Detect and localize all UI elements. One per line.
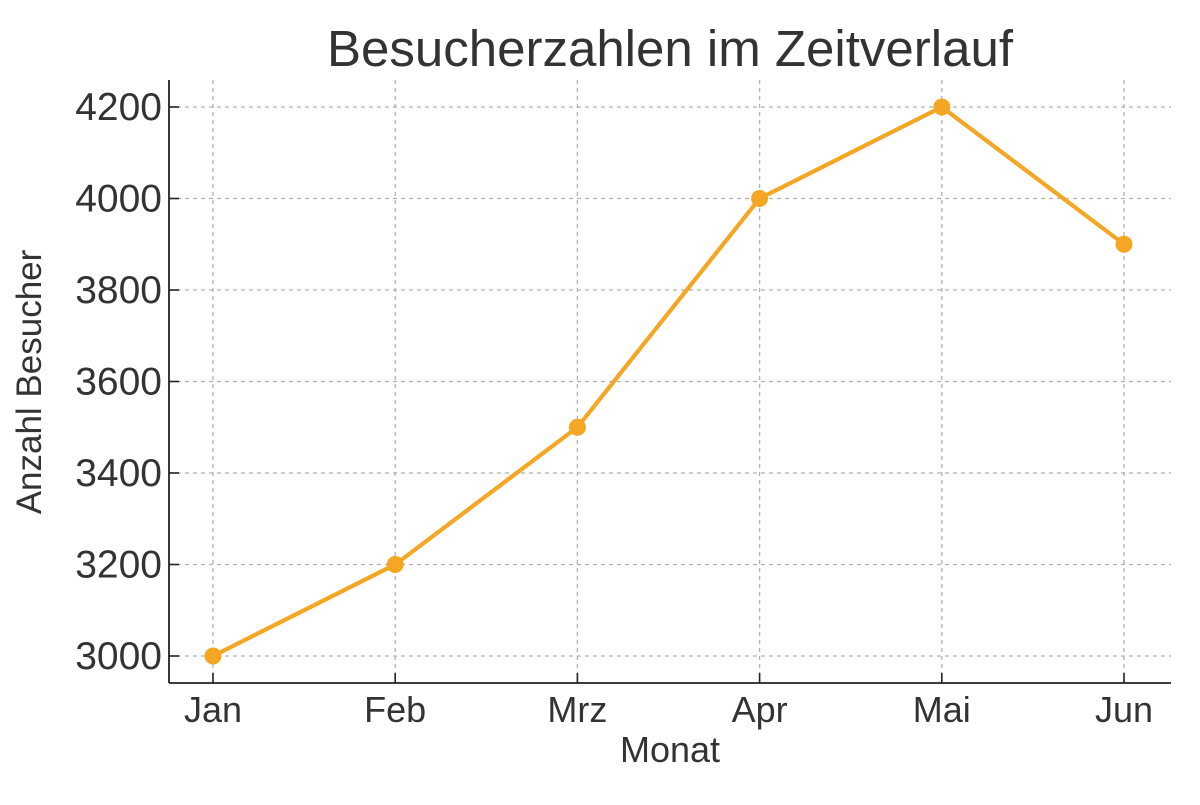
svg-text:Mrz: Mrz [547, 689, 607, 730]
svg-text:Apr: Apr [732, 689, 788, 730]
svg-text:3800: 3800 [75, 269, 162, 312]
svg-text:4200: 4200 [75, 86, 162, 129]
svg-text:Feb: Feb [364, 689, 426, 730]
svg-text:Mai: Mai [913, 689, 971, 730]
svg-text:4000: 4000 [75, 178, 162, 221]
svg-text:3600: 3600 [75, 361, 162, 404]
svg-text:3000: 3000 [75, 635, 162, 678]
svg-text:3200: 3200 [75, 544, 162, 587]
svg-text:Jan: Jan [184, 689, 242, 730]
svg-text:Jun: Jun [1095, 689, 1153, 730]
svg-text:3400: 3400 [75, 452, 162, 495]
